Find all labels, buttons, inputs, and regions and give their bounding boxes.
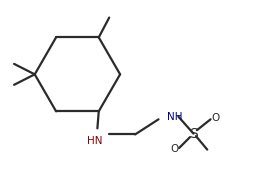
- Text: O: O: [211, 113, 220, 123]
- Text: HN: HN: [87, 136, 102, 146]
- Text: NH: NH: [167, 112, 182, 122]
- Text: O: O: [171, 144, 179, 154]
- Text: S: S: [189, 127, 198, 141]
